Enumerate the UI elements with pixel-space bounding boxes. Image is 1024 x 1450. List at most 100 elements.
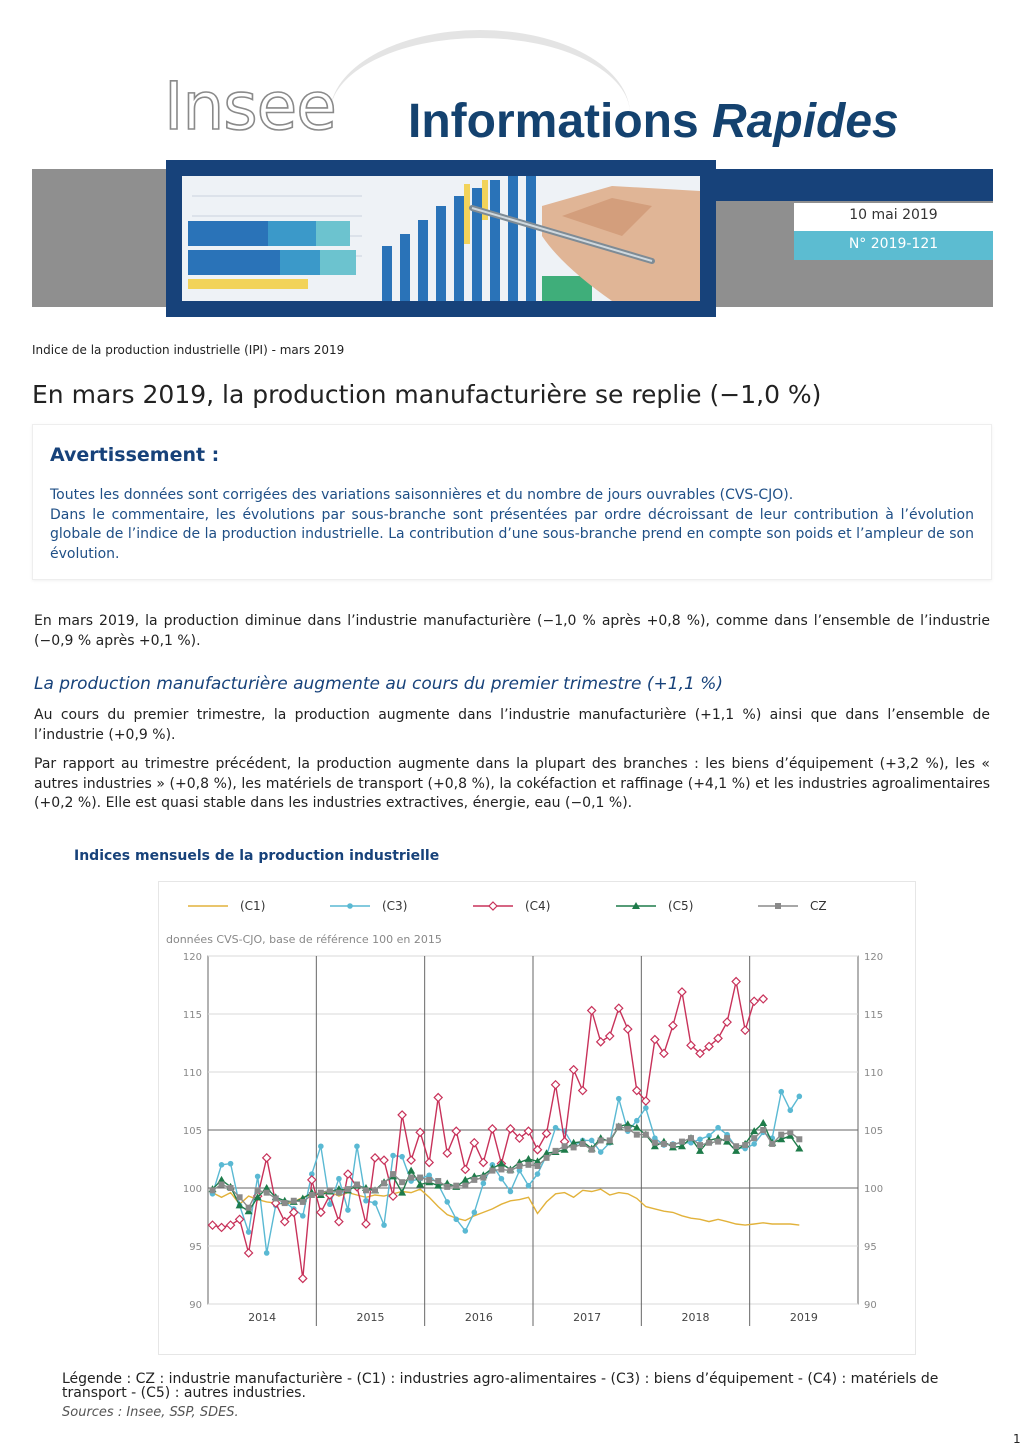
data-point xyxy=(480,1180,487,1187)
data-point xyxy=(550,1079,561,1090)
data-point xyxy=(315,1207,326,1218)
data-point xyxy=(372,1187,379,1194)
paragraph-3: Par rapport au trimestre précédent, la p… xyxy=(34,756,990,812)
data-point xyxy=(750,1127,759,1135)
warning-line-2: Dans le commentaire, les évolutions par … xyxy=(50,506,974,562)
data-point xyxy=(272,1195,279,1202)
series-line xyxy=(211,1089,800,1254)
data-point xyxy=(236,1194,243,1201)
data-point xyxy=(444,1183,451,1190)
data-point xyxy=(243,1248,254,1258)
series-cz xyxy=(209,1123,803,1211)
data-point xyxy=(516,1167,523,1174)
data-point xyxy=(399,1153,405,1160)
issue-number: N° 2019-121 xyxy=(848,236,939,252)
data-point xyxy=(354,1143,360,1150)
data-point xyxy=(534,1162,541,1169)
data-point xyxy=(541,1128,552,1139)
date-box xyxy=(794,203,993,231)
data-point xyxy=(434,1181,443,1189)
data-point xyxy=(561,1143,568,1150)
data-point xyxy=(235,1201,244,1209)
data-point xyxy=(462,1228,469,1234)
data-point xyxy=(586,1005,597,1016)
data-point xyxy=(227,1185,234,1191)
data-point xyxy=(417,1174,424,1181)
data-point xyxy=(552,1124,559,1131)
data-point xyxy=(706,1139,713,1146)
data-point xyxy=(606,1137,613,1144)
data-point xyxy=(379,1155,389,1166)
data-point xyxy=(218,1181,225,1188)
data-point xyxy=(461,1175,470,1183)
data-point xyxy=(733,1143,740,1150)
data-point xyxy=(234,1214,245,1225)
x-tick-label: 2014 xyxy=(248,1311,276,1324)
data-point xyxy=(453,1216,460,1223)
data-point xyxy=(309,1171,315,1177)
data-point xyxy=(433,1092,444,1103)
y-tick-label-right: 100 xyxy=(864,1184,883,1195)
data-point xyxy=(453,1182,460,1189)
warning-box xyxy=(32,424,992,580)
data-point xyxy=(622,1024,633,1034)
data-point xyxy=(796,1136,803,1143)
data-point xyxy=(227,1160,234,1167)
data-point xyxy=(335,1189,342,1196)
x-tick-label: 2018 xyxy=(682,1311,710,1324)
data-point xyxy=(568,1064,579,1075)
data-point xyxy=(370,1152,380,1163)
data-point xyxy=(650,1034,660,1045)
data-point xyxy=(299,1198,306,1205)
data-point xyxy=(732,1146,741,1154)
y-tick-label-left: 110 xyxy=(183,1068,202,1079)
data-point xyxy=(533,1157,542,1165)
data-point xyxy=(381,1222,387,1228)
data-point xyxy=(363,1197,369,1204)
paragraph-1: En mars 2019, la production diminue dans… xyxy=(34,613,990,649)
data-point xyxy=(261,1152,272,1163)
data-point xyxy=(407,1166,416,1174)
data-point xyxy=(686,1040,696,1051)
publication-title-part2: Rapides xyxy=(712,95,899,148)
data-point xyxy=(390,1171,397,1178)
data-point xyxy=(218,1162,225,1168)
data-point xyxy=(318,1143,324,1150)
data-point xyxy=(263,1189,270,1196)
data-point xyxy=(460,1164,471,1175)
data-point xyxy=(424,1157,435,1168)
data-point xyxy=(552,1147,559,1154)
data-point xyxy=(362,1187,369,1194)
data-point xyxy=(795,1144,804,1152)
data-point xyxy=(262,1184,271,1191)
legend-label: CZ xyxy=(810,899,827,913)
data-point xyxy=(406,1155,416,1166)
chart-legend-note: Légende : CZ : industrie manufacturière … xyxy=(62,1371,939,1401)
chart-title: Indices mensuels de la production indust… xyxy=(74,848,440,864)
data-point xyxy=(306,1175,317,1185)
data-point xyxy=(288,1207,299,1218)
data-point xyxy=(570,1144,577,1151)
y-tick-label-left: 90 xyxy=(189,1300,202,1311)
data-point xyxy=(604,1031,615,1041)
data-point xyxy=(751,1135,758,1142)
data-point xyxy=(751,1141,757,1147)
insee-logo: Insee xyxy=(163,68,338,145)
data-point xyxy=(687,1135,694,1142)
data-point xyxy=(724,1135,731,1142)
data-point xyxy=(217,1175,226,1183)
data-point xyxy=(254,1173,261,1180)
series-line xyxy=(212,1188,800,1226)
data-point xyxy=(253,1193,262,1201)
data-point xyxy=(677,1142,686,1150)
publication-title: Informations Rapides xyxy=(408,98,899,146)
y-tick-label-right: 110 xyxy=(864,1068,883,1079)
data-point xyxy=(758,994,769,1004)
chart-subtitle: données CVS-CJO, base de référence 100 e… xyxy=(166,933,442,946)
data-point xyxy=(225,1220,236,1230)
warning-heading: Avertissement : xyxy=(50,444,220,466)
data-point xyxy=(532,1144,543,1155)
data-point xyxy=(487,1123,498,1134)
data-point xyxy=(388,1191,398,1201)
paragraph-2: Au cours du premier trimestre, la produc… xyxy=(34,707,990,743)
